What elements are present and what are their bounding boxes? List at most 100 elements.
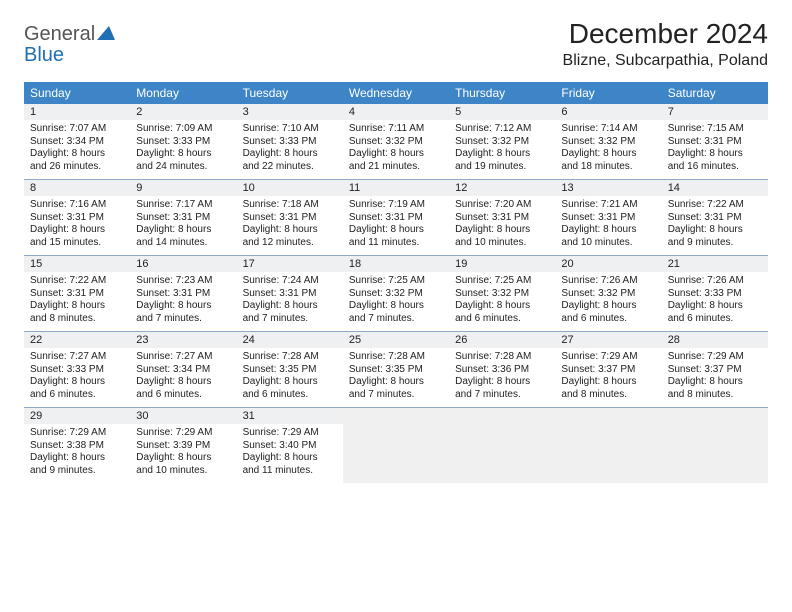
sunrise-text: Sunrise: 7:28 AM [455, 351, 549, 364]
sunrise-text: Sunrise: 7:11 AM [349, 123, 443, 136]
daylight-line2: and 6 minutes. [561, 313, 655, 326]
day-cell-11: Sunrise: 7:19 AMSunset: 3:31 PMDaylight:… [343, 196, 449, 256]
daynum-13: 13 [555, 180, 661, 196]
daynum-25: 25 [343, 332, 449, 348]
daynum-6: 6 [555, 104, 661, 120]
daylight-line1: Daylight: 8 hours [136, 148, 230, 161]
day-cell-8: Sunrise: 7:16 AMSunset: 3:31 PMDaylight:… [24, 196, 130, 256]
sunrise-text: Sunrise: 7:28 AM [243, 351, 337, 364]
sunrise-text: Sunrise: 7:23 AM [136, 275, 230, 288]
sunrise-text: Sunrise: 7:14 AM [561, 123, 655, 136]
daylight-line1: Daylight: 8 hours [455, 300, 549, 313]
sunset-text: Sunset: 3:31 PM [561, 212, 655, 225]
day-cell-22: Sunrise: 7:27 AMSunset: 3:33 PMDaylight:… [24, 348, 130, 408]
daylight-line1: Daylight: 8 hours [136, 452, 230, 465]
sunrise-text: Sunrise: 7:20 AM [455, 199, 549, 212]
sunset-text: Sunset: 3:37 PM [668, 364, 762, 377]
sunset-text: Sunset: 3:32 PM [349, 136, 443, 149]
weekday-row: SundayMondayTuesdayWednesdayThursdayFrid… [24, 82, 768, 104]
daynum-4: 4 [343, 104, 449, 120]
daylight-line1: Daylight: 8 hours [243, 300, 337, 313]
daylight-line1: Daylight: 8 hours [561, 376, 655, 389]
header: General Blue December 2024 Blizne, Subca… [24, 18, 768, 70]
sunrise-text: Sunrise: 7:29 AM [668, 351, 762, 364]
daylight-line2: and 14 minutes. [136, 237, 230, 250]
sunset-text: Sunset: 3:34 PM [136, 364, 230, 377]
daylight-line2: and 21 minutes. [349, 161, 443, 174]
day-cell-blank [343, 424, 449, 483]
daynum-11: 11 [343, 180, 449, 196]
sunset-text: Sunset: 3:36 PM [455, 364, 549, 377]
day-cell-12: Sunrise: 7:20 AMSunset: 3:31 PMDaylight:… [449, 196, 555, 256]
sunset-text: Sunset: 3:38 PM [30, 440, 124, 453]
daynum-16: 16 [130, 256, 236, 272]
daylight-line2: and 6 minutes. [243, 389, 337, 402]
daylight-line1: Daylight: 8 hours [561, 300, 655, 313]
sunset-text: Sunset: 3:35 PM [243, 364, 337, 377]
daylight-line2: and 26 minutes. [30, 161, 124, 174]
daylight-line1: Daylight: 8 hours [349, 224, 443, 237]
daynum-blank [343, 408, 449, 424]
daylight-line2: and 15 minutes. [30, 237, 124, 250]
sunrise-text: Sunrise: 7:12 AM [455, 123, 549, 136]
day-cell-6: Sunrise: 7:14 AMSunset: 3:32 PMDaylight:… [555, 120, 661, 180]
daylight-line2: and 7 minutes. [455, 389, 549, 402]
daylight-line1: Daylight: 8 hours [30, 300, 124, 313]
daynum-9: 9 [130, 180, 236, 196]
day-cell-25: Sunrise: 7:28 AMSunset: 3:35 PMDaylight:… [343, 348, 449, 408]
daylight-line1: Daylight: 8 hours [243, 376, 337, 389]
daylight-line1: Daylight: 8 hours [30, 376, 124, 389]
daylight-line2: and 9 minutes. [668, 237, 762, 250]
calendar-body: 1234567Sunrise: 7:07 AMSunset: 3:34 PMDa… [24, 104, 768, 483]
sunset-text: Sunset: 3:33 PM [30, 364, 124, 377]
day-cell-31: Sunrise: 7:29 AMSunset: 3:40 PMDaylight:… [237, 424, 343, 483]
daylight-line2: and 6 minutes. [136, 389, 230, 402]
daynum-blank [555, 408, 661, 424]
weekday-sunday: Sunday [24, 82, 130, 104]
daylight-line1: Daylight: 8 hours [243, 224, 337, 237]
daylight-line2: and 19 minutes. [455, 161, 549, 174]
day-cell-5: Sunrise: 7:12 AMSunset: 3:32 PMDaylight:… [449, 120, 555, 180]
sunrise-text: Sunrise: 7:27 AM [136, 351, 230, 364]
daylight-line2: and 12 minutes. [243, 237, 337, 250]
day-cell-blank [555, 424, 661, 483]
daynum-row: 1234567 [24, 104, 768, 120]
daylight-line1: Daylight: 8 hours [668, 300, 762, 313]
sunrise-text: Sunrise: 7:09 AM [136, 123, 230, 136]
daylight-line2: and 8 minutes. [668, 389, 762, 402]
daylight-line2: and 10 minutes. [136, 465, 230, 478]
daynum-row: 15161718192021 [24, 256, 768, 272]
daynum-27: 27 [555, 332, 661, 348]
sunrise-text: Sunrise: 7:29 AM [136, 427, 230, 440]
weekday-friday: Friday [555, 82, 661, 104]
daylight-line2: and 11 minutes. [349, 237, 443, 250]
day-cell-9: Sunrise: 7:17 AMSunset: 3:31 PMDaylight:… [130, 196, 236, 256]
daynum-2: 2 [130, 104, 236, 120]
daylight-line1: Daylight: 8 hours [455, 148, 549, 161]
day-cell-2: Sunrise: 7:09 AMSunset: 3:33 PMDaylight:… [130, 120, 236, 180]
sunrise-text: Sunrise: 7:26 AM [668, 275, 762, 288]
logo-text: General Blue [24, 24, 115, 66]
sunrise-text: Sunrise: 7:16 AM [30, 199, 124, 212]
daynum-19: 19 [449, 256, 555, 272]
daylight-line1: Daylight: 8 hours [668, 376, 762, 389]
daynum-24: 24 [237, 332, 343, 348]
daylight-line2: and 10 minutes. [561, 237, 655, 250]
content-row: Sunrise: 7:22 AMSunset: 3:31 PMDaylight:… [24, 272, 768, 332]
location: Blizne, Subcarpathia, Poland [563, 52, 768, 70]
sunset-text: Sunset: 3:31 PM [668, 136, 762, 149]
daylight-line2: and 7 minutes. [243, 313, 337, 326]
calendar-table: SundayMondayTuesdayWednesdayThursdayFrid… [24, 82, 768, 483]
daylight-line1: Daylight: 8 hours [349, 376, 443, 389]
sunrise-text: Sunrise: 7:15 AM [668, 123, 762, 136]
daylight-line2: and 7 minutes. [136, 313, 230, 326]
day-cell-7: Sunrise: 7:15 AMSunset: 3:31 PMDaylight:… [662, 120, 768, 180]
day-cell-24: Sunrise: 7:28 AMSunset: 3:35 PMDaylight:… [237, 348, 343, 408]
sunrise-text: Sunrise: 7:07 AM [30, 123, 124, 136]
daynum-10: 10 [237, 180, 343, 196]
weekday-thursday: Thursday [449, 82, 555, 104]
daynum-blank [449, 408, 555, 424]
content-row: Sunrise: 7:07 AMSunset: 3:34 PMDaylight:… [24, 120, 768, 180]
daynum-blank [662, 408, 768, 424]
sunset-text: Sunset: 3:31 PM [30, 212, 124, 225]
